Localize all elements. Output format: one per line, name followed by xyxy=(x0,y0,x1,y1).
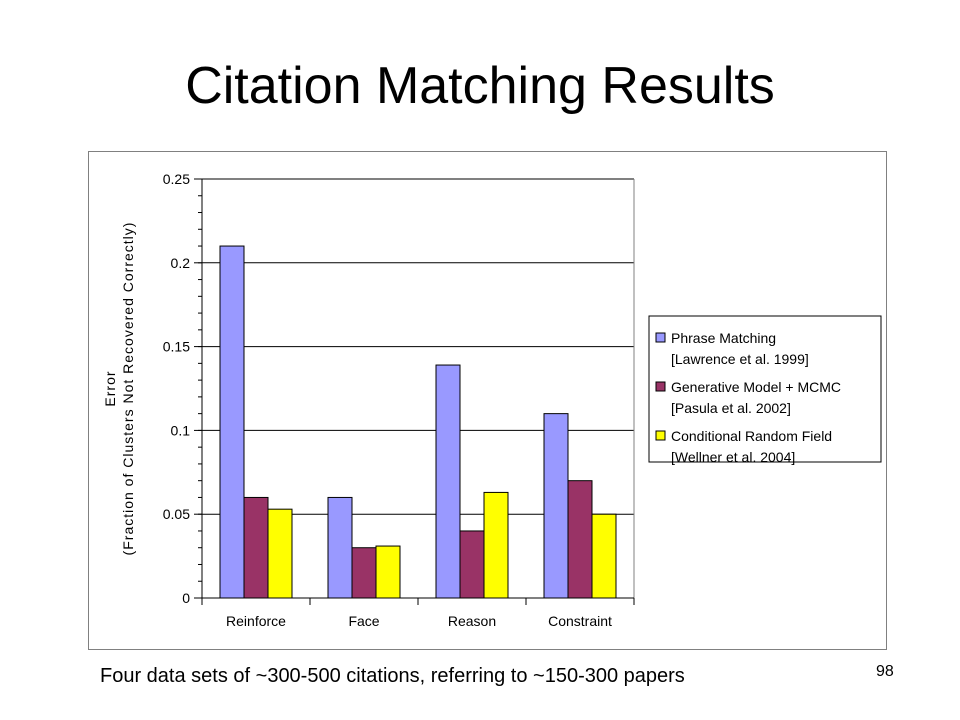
legend-label: Generative Model + MCMC xyxy=(671,379,841,395)
y-tick-label: 0.2 xyxy=(171,255,191,271)
legend-label: Conditional Random Field xyxy=(671,428,832,444)
y-tick-label: 0.1 xyxy=(171,422,191,438)
chart: 0 0.05 0.1 0.15 0.2 0.25 Reinforce Face Reason Co… xyxy=(102,171,882,629)
x-tick-label: Face xyxy=(348,613,379,629)
legend-label: [Lawrence et al. 1999] xyxy=(671,351,809,367)
legend-label: [Pasula et al. 2002] xyxy=(671,400,791,416)
x-tick-label: Reinforce xyxy=(226,613,286,629)
y-tick-label: 0.25 xyxy=(163,171,190,187)
legend-swatch xyxy=(655,332,666,343)
bar xyxy=(543,413,569,599)
y-axis-label: Error (Fraction of Clusters Not Recovered… xyxy=(102,222,136,556)
page-number: 98 xyxy=(876,663,894,680)
bar xyxy=(327,496,353,599)
y-tick-label: 0.05 xyxy=(163,506,190,522)
bars xyxy=(219,245,617,599)
y-tick-label: 0.15 xyxy=(163,339,190,355)
x-tick-label: Constraint xyxy=(548,613,612,629)
bar xyxy=(483,491,509,599)
axes: 0 0.05 0.1 0.15 0.2 0.25 Reinforce Face Reason Co… xyxy=(163,171,635,629)
legend-label: Phrase Matching xyxy=(671,330,776,346)
y-axis-label-line: (Fraction of Clusters Not Recovered Corr… xyxy=(120,222,136,556)
bar xyxy=(435,364,461,599)
bar xyxy=(351,547,377,599)
y-axis-label-line: Error xyxy=(102,370,118,406)
bar xyxy=(567,480,593,599)
y-tick-label: 0 xyxy=(182,590,190,606)
bar xyxy=(375,545,401,599)
bar xyxy=(243,496,269,599)
legend-label: [Wellner et al. 2004] xyxy=(671,449,795,465)
legend-swatch xyxy=(655,381,666,392)
x-tick-label: Reason xyxy=(448,613,496,629)
bar xyxy=(591,513,617,599)
bar xyxy=(459,530,485,599)
legend-swatch xyxy=(655,430,666,441)
legend-box xyxy=(648,315,882,463)
legend: Phrase Matching [Lawrence et al. 1999] Gen… xyxy=(648,315,882,465)
slide-title: Citation Matching Results xyxy=(185,57,775,115)
bar xyxy=(267,508,293,599)
bar xyxy=(219,245,245,599)
caption: Four data sets of ~300-500 citations, re… xyxy=(100,665,685,687)
